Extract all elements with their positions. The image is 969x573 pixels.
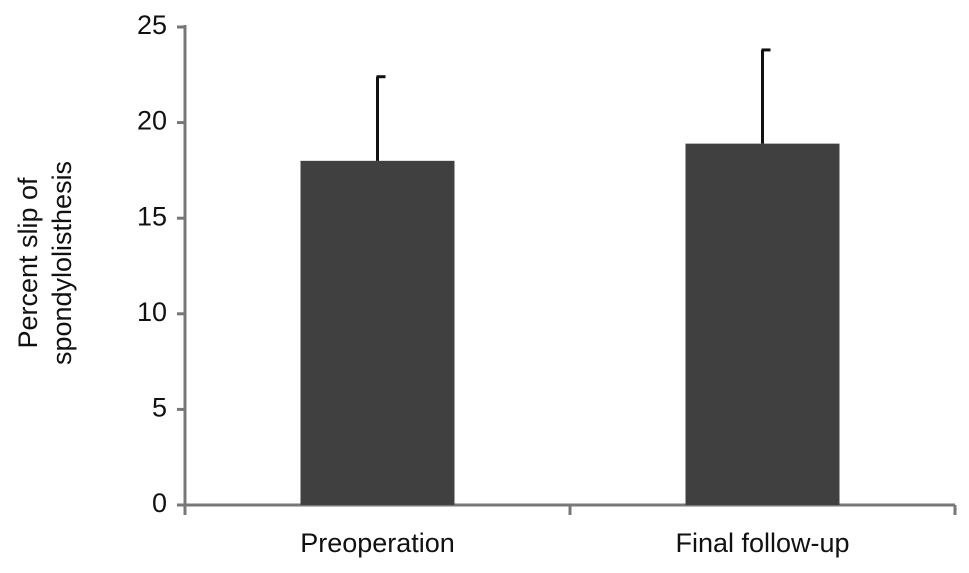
y-tick-label: 25 (137, 10, 167, 40)
x-tick-label: Preoperation (300, 528, 455, 558)
bar (300, 160, 455, 505)
y-tick-label: 10 (137, 297, 167, 327)
y-axis-title-line: spondylolisthesis (47, 161, 77, 365)
y-axis-title: Percent slip of spondylolisthesis (13, 161, 77, 365)
y-tick-label: 0 (152, 488, 167, 518)
bar (685, 143, 840, 505)
y-tick-label: 5 (152, 393, 167, 423)
y-axis-title-line: Percent slip of (13, 177, 43, 349)
y-tick-label: 20 (137, 106, 167, 136)
x-tick-label: Final follow-up (675, 528, 849, 558)
y-tick-label: 15 (137, 201, 167, 231)
